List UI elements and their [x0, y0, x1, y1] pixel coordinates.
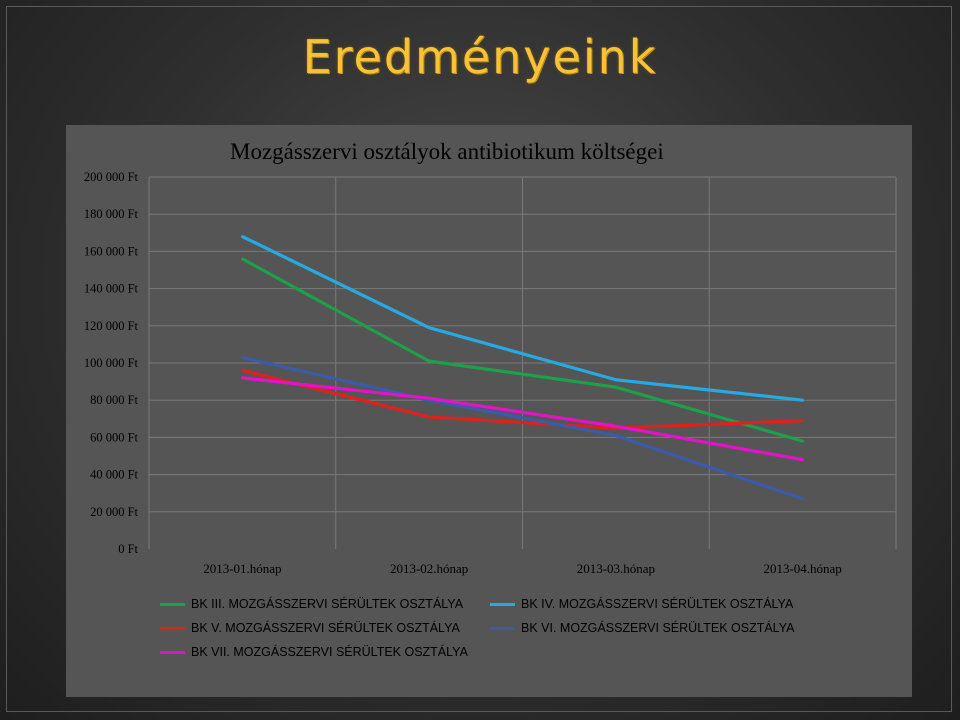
series-line-1: [241, 257, 804, 443]
x-tick-label: 2013-02.hónap: [390, 561, 468, 576]
series-line-5: [242, 376, 803, 462]
series-layer: [240, 235, 805, 501]
series-point: [240, 257, 244, 261]
series-point: [240, 235, 244, 238]
x-axis-ticks: 2013-01.hónap 2013-02.hónap 2013-03.hónap 2…: [203, 561, 842, 576]
chart-area: 0 Ft 20 000 Ft 40 000 Ft 60 000 Ft 80 000 Ft…: [66, 125, 912, 697]
x-tick-label: 2013-04.hónap: [763, 561, 841, 576]
series-point: [801, 419, 805, 423]
y-tick-label: 80 000 Ft: [90, 393, 138, 407]
series-point: [801, 458, 805, 462]
slide-frame: [6, 6, 952, 712]
series-point: [427, 396, 431, 400]
y-tick-label: 40 000 Ft: [90, 468, 138, 482]
line-chart: 0 Ft 20 000 Ft 40 000 Ft 60 000 Ft 80 000 Ft…: [84, 139, 897, 576]
series-point: [240, 356, 244, 359]
y-tick-label: 120 000 Ft: [84, 319, 139, 333]
series-point: [614, 424, 618, 428]
y-tick-label: 20 000 Ft: [90, 505, 138, 519]
series-point: [801, 439, 805, 443]
y-tick-label: 100 000 Ft: [84, 356, 139, 370]
series-point: [801, 398, 805, 402]
y-tick-label: 0 Ft: [118, 542, 138, 556]
series-point: [614, 434, 618, 437]
x-tick-label: 2013-01.hónap: [203, 561, 281, 576]
slide-title: Eredményeink: [302, 30, 658, 84]
series-point: [240, 376, 244, 380]
x-tick-label: 2013-03.hónap: [577, 561, 655, 576]
series-point: [427, 359, 431, 363]
series-point: [427, 326, 431, 330]
series-line-3: [241, 368, 803, 430]
series-point: [240, 369, 244, 372]
y-tick-label: 60 000 Ft: [90, 430, 138, 444]
series-point: [427, 415, 431, 419]
series-line-2: [241, 235, 803, 402]
y-tick-label: 180 000 Ft: [84, 207, 139, 221]
y-tick-label: 160 000 Ft: [84, 244, 139, 258]
series-point: [614, 378, 618, 382]
series-point: [614, 385, 618, 389]
series-line-4: [242, 355, 804, 501]
series-point: [801, 497, 805, 501]
chart-title: Mozgásszervi osztályok antibiotikum költ…: [230, 139, 664, 164]
y-axis-ticks: 0 Ft 20 000 Ft 40 000 Ft 60 000 Ft 80 000 Ft…: [84, 170, 139, 556]
y-tick-label: 200 000 Ft: [84, 170, 139, 184]
y-tick-label: 140 000 Ft: [84, 282, 139, 296]
